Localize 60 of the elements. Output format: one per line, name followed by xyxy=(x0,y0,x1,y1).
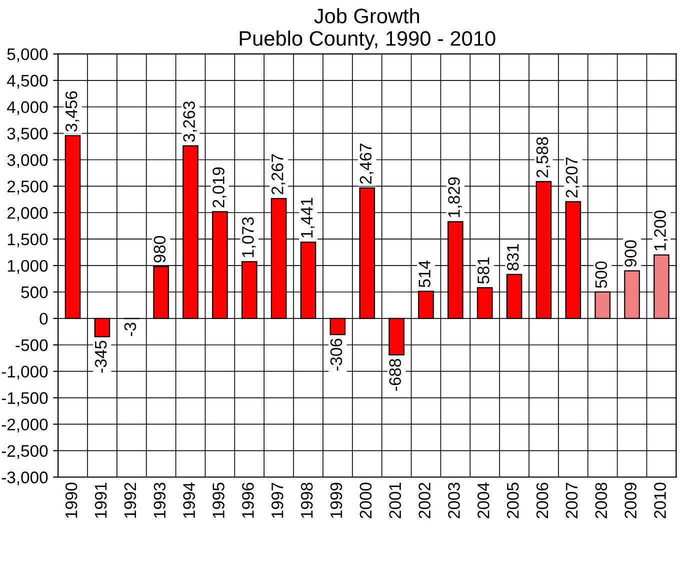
x-tick-label: 2002 xyxy=(418,482,430,518)
x-tick-label: 1994 xyxy=(183,482,195,518)
y-tick-label: 1,500 xyxy=(8,233,48,248)
data-label: 831 xyxy=(506,244,519,270)
y-tick-label: -1,500 xyxy=(2,392,48,406)
y-tick-label: 3,000 xyxy=(7,154,48,168)
x-tick-label: 2003 xyxy=(448,482,460,518)
y-tick-label: 1,000 xyxy=(8,260,48,274)
x-tick-label: 1996 xyxy=(242,482,254,518)
data-label: 1,073 xyxy=(242,217,256,258)
y-tick-label: -2,500 xyxy=(2,445,48,459)
data-label: -3 xyxy=(124,322,136,336)
y-tick-label: 2,500 xyxy=(7,180,48,194)
data-label: -688 xyxy=(389,358,402,391)
data-label: 900 xyxy=(624,240,636,267)
data-label: 581 xyxy=(478,257,490,284)
x-tick-label: 1995 xyxy=(212,482,224,518)
x-tick-label: 2009 xyxy=(624,482,636,518)
x-tick-label: 1991 xyxy=(94,482,107,518)
chart-title: Job Growth Pueblo County, 1990 - 2010 xyxy=(240,8,496,50)
y-tick-label: 3,500 xyxy=(7,128,48,142)
y-tick-label: 0 xyxy=(40,312,48,325)
y-tick-label: 4,500 xyxy=(7,74,48,89)
x-tick-label: 1990 xyxy=(65,482,78,518)
y-tick-label: -500 xyxy=(16,339,48,352)
y-tick-label: -2,000 xyxy=(2,418,48,432)
y-tick-label: 500 xyxy=(21,286,48,298)
x-tick-label: 1993 xyxy=(154,482,166,518)
y-tick-label: 5,000 xyxy=(7,48,48,62)
y-tick-label: 4,000 xyxy=(7,101,48,116)
x-tick-label: 2008 xyxy=(595,482,608,518)
data-label: 980 xyxy=(154,236,166,262)
data-label: 3,456 xyxy=(65,91,80,132)
y-tick-label: 2,000 xyxy=(7,207,48,221)
x-tick-label: 2000 xyxy=(360,482,372,518)
data-label: 1,829 xyxy=(448,177,462,218)
data-label: 3,263 xyxy=(183,101,197,142)
x-tick-label: 2010 xyxy=(654,482,666,518)
data-label: 2,267 xyxy=(271,154,286,194)
data-label: 2,019 xyxy=(212,167,226,208)
data-label: -345 xyxy=(94,340,107,373)
y-tick-label: -3,000 xyxy=(2,472,48,486)
x-tick-label: 2007 xyxy=(566,482,578,518)
data-label: -306 xyxy=(330,338,342,371)
data-label: 2,588 xyxy=(536,137,550,178)
x-tick-label: 1999 xyxy=(330,482,342,518)
data-label: 514 xyxy=(418,260,430,288)
x-tick-label: 2004 xyxy=(478,482,490,518)
data-label: 500 xyxy=(595,261,608,288)
data-label: 1,200 xyxy=(654,210,668,250)
x-tick-label: 2006 xyxy=(536,482,548,518)
x-tick-label: 1997 xyxy=(271,482,284,518)
data-label: 1,441 xyxy=(301,198,315,238)
x-tick-label: 2005 xyxy=(506,482,519,518)
data-label: 2,207 xyxy=(566,157,580,198)
y-tick-label: -1,000 xyxy=(2,366,48,380)
data-label: 2,467 xyxy=(360,144,374,184)
x-tick-label: 2001 xyxy=(389,482,402,518)
x-tick-label: 1998 xyxy=(300,482,313,518)
x-tick-label: 1992 xyxy=(124,482,136,518)
